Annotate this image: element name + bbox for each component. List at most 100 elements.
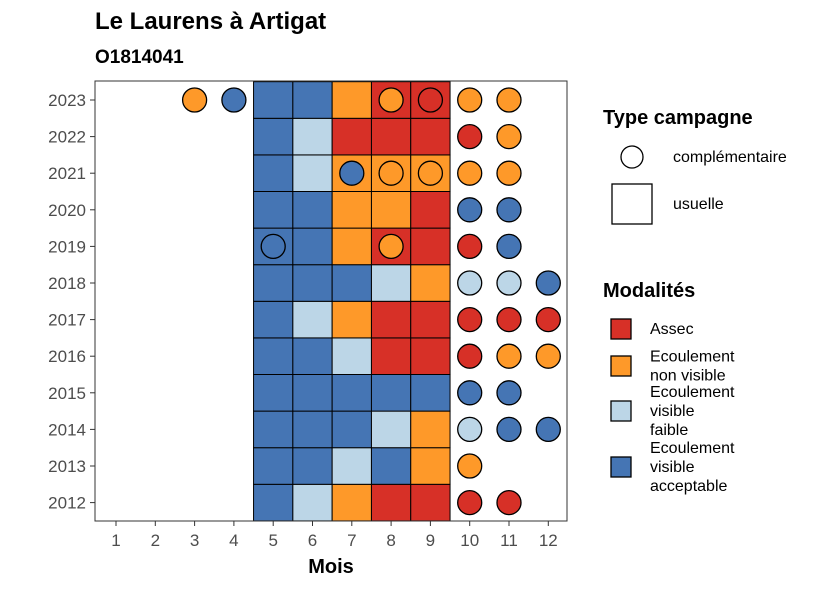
point-2020-10 [457,197,483,223]
cell-2022-7 [331,117,372,156]
point-2016-11 [496,343,522,369]
y-tick-label-2021: 2021 [48,164,86,183]
chart-title: Le Laurens à Artigat [95,8,326,35]
cell-2012-9 [410,483,451,522]
legend-type-title: Type campagne [603,107,753,129]
cell-2013-9 [410,447,451,485]
legend-type-label-complementaire: complémentaire [673,149,787,166]
cell-2020-8 [370,191,412,229]
cell-2018-5 [253,264,294,302]
cell-2014-9 [410,410,451,449]
point-2015-10 [457,380,483,406]
cell-2020-5 [253,191,294,229]
point-2022-10 [457,123,483,150]
cell-2019-9 [410,227,451,266]
point-2014-12 [535,416,561,443]
x-tick-label-7: 7 [347,531,356,550]
chart-subtitle: O1814041 [95,47,184,68]
y-tick-label-2016: 2016 [48,347,86,366]
cell-2012-7 [331,483,372,522]
point-2018-11 [496,270,522,296]
cell-2023-5 [253,81,294,119]
x-tick-label-11: 11 [500,531,518,550]
legend-key-assec [610,318,632,340]
point-2021-11 [496,160,522,186]
cell-2012-6 [292,483,333,522]
cell-2014-5 [253,410,294,449]
point-2021-10 [457,160,483,186]
legend-label-ecoulement-visible-faible: Ecoulement visible faible [650,384,735,439]
cell-2013-6 [292,447,333,485]
x-tick-label-4: 4 [229,531,238,550]
y-tick-label-2017: 2017 [48,311,86,330]
point-2016-12 [535,343,561,369]
cell-2016-6 [292,337,333,375]
point-2022-11 [496,123,522,150]
cell-2015-5 [253,374,294,412]
cell-2020-7 [331,191,372,229]
cell-2015-6 [292,374,333,412]
cell-2021-6 [292,154,333,192]
cell-2021-5 [253,154,294,192]
cell-2016-9 [410,337,451,375]
legend-type-label-usuelle: usuelle [673,196,724,213]
point-2021-9 [417,160,444,186]
y-tick-label-2018: 2018 [48,274,86,293]
cell-2015-8 [370,374,412,412]
y-tick-label-2022: 2022 [48,128,86,147]
cell-2013-7 [331,447,372,485]
legend-key-ecoulement-visible-acceptable [610,456,632,478]
cell-2018-7 [331,264,372,302]
point-2017-12 [535,306,561,333]
x-axis: 1 2 3 4 5 6 7 8 9 10 11 12 [111,521,558,550]
point-2016-10 [457,343,483,369]
cell-2017-7 [331,300,372,339]
point-2021-8 [378,160,404,186]
legend-label-ecoulement-non-visible: Ecoulement non visible [650,349,735,385]
cell-2022-6 [292,117,333,156]
y-tick-label-2020: 2020 [48,201,86,220]
cell-2017-8 [370,300,412,339]
cell-2017-5 [253,300,294,339]
point-2014-10 [457,416,483,443]
point-2023-11 [496,87,522,113]
x-tick-label-12: 12 [539,531,558,550]
y-tick-label-2012: 2012 [48,494,86,513]
x-tick-label-9: 9 [426,531,435,550]
point-2014-11 [496,416,522,443]
legend-type-campagne: Type campagne complémentaire usuelle [603,107,787,225]
cell-2014-7 [331,410,372,449]
plot-points [181,87,561,516]
legend-label-assec: Assec [650,321,694,338]
legend-key-ecoulement-non-visible [610,355,632,377]
cell-2017-9 [410,300,451,339]
cell-2015-7 [331,374,372,412]
point-2019-5 [260,233,286,260]
cell-2018-6 [292,264,333,302]
legend-label-ecoulement-visible-acceptable: Ecoulement visible acceptable [650,440,735,495]
point-2023-3 [181,87,208,113]
y-tick-label-2013: 2013 [48,457,86,476]
cell-2022-5 [253,117,294,156]
y-tick-label-2015: 2015 [48,384,86,403]
point-2019-8 [378,233,404,260]
cell-2022-8 [370,117,412,156]
point-2013-10 [457,453,483,479]
point-2015-11 [496,380,522,406]
x-tick-label-6: 6 [308,531,317,550]
y-axis: 2012 2013 2014 2015 2016 2017 2018 2019 2020 2021… [48,91,95,513]
cell-2018-8 [370,264,412,302]
point-2023-8 [378,87,404,113]
cell-2023-6 [292,81,333,119]
point-2021-7 [339,160,365,186]
point-2012-10 [457,489,483,516]
cell-2019-7 [331,227,372,266]
cell-2017-6 [292,300,333,339]
point-2012-11 [496,489,522,516]
point-2019-10 [457,233,483,260]
point-2019-11 [496,233,522,260]
cell-2020-6 [292,191,333,229]
y-tick-label-2023: 2023 [48,91,86,110]
